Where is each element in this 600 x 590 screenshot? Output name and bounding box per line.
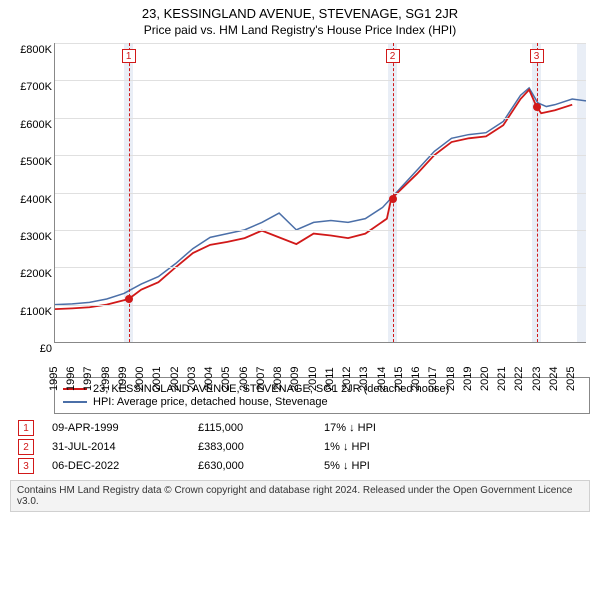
gridline [55, 267, 586, 268]
legend-label: HPI: Average price, detached house, Stev… [93, 396, 328, 408]
x-tick-label: 2013 [358, 367, 370, 391]
x-tick-label: 2025 [565, 367, 577, 391]
x-tick-label: 2010 [307, 367, 319, 391]
x-tick-label: 2022 [513, 367, 525, 391]
gridline [55, 305, 586, 306]
x-tick-label: 1996 [65, 367, 77, 391]
attribution-footer: Contains HM Land Registry data © Crown c… [10, 480, 590, 512]
event-row-marker: 3 [18, 458, 34, 474]
event-dot [125, 295, 133, 303]
y-tick-label: £800K [20, 44, 52, 56]
events-table: 1 09-APR-1999 £115,000 17% ↓ HPI 2 31-JUL-201… [18, 420, 590, 474]
y-tick-label: £700K [20, 81, 52, 93]
gridline [55, 230, 586, 231]
x-tick-label: 2008 [272, 367, 284, 391]
x-tick-label: 2018 [445, 367, 457, 391]
chart-title: 23, KESSINGLAND AVENUE, STEVENAGE, SG1 2… [10, 6, 590, 21]
gridline [55, 155, 586, 156]
x-tick-label: 2017 [427, 367, 439, 391]
event-price: £630,000 [198, 460, 318, 472]
y-axis: £0£100K£200K£300K£400K£500K£600K£700K£80… [10, 43, 54, 343]
x-tick-label: 2015 [393, 367, 405, 391]
x-tick-label: 1999 [117, 367, 129, 391]
x-tick-label: 2004 [203, 367, 215, 391]
x-tick-label: 2006 [238, 367, 250, 391]
x-tick-label: 2020 [479, 367, 491, 391]
x-tick-label: 2019 [462, 367, 474, 391]
series-price_paid [55, 90, 572, 309]
event-price: £383,000 [198, 441, 318, 453]
x-tick-label: 2016 [410, 367, 422, 391]
x-tick-label: 2009 [289, 367, 301, 391]
event-price: £115,000 [198, 422, 318, 434]
chart-area: £0 £100K £200K £300K £400K £500K £600K £700K £80… [10, 43, 590, 373]
x-tick-label: 2002 [169, 367, 181, 391]
event-row-marker: 1 [18, 420, 34, 436]
y-tick-label: £500K [20, 156, 52, 168]
y-tick-label: £0 [40, 343, 52, 355]
event-row-marker: 2 [18, 439, 34, 455]
event-dashline [393, 43, 394, 342]
legend-swatch [63, 401, 87, 403]
event-marker-box: 2 [386, 49, 400, 63]
x-tick-label: 1998 [100, 367, 112, 391]
event-delta: 1% ↓ HPI [324, 441, 444, 453]
gridline [55, 43, 586, 44]
x-tick-label: 2012 [341, 367, 353, 391]
event-row: 2 31-JUL-2014 £383,000 1% ↓ HPI [18, 439, 590, 455]
x-tick-label: 2011 [324, 367, 336, 391]
gridline [55, 118, 586, 119]
event-row: 1 09-APR-1999 £115,000 17% ↓ HPI [18, 420, 590, 436]
x-tick-label: 1995 [48, 367, 60, 391]
event-dot [533, 103, 541, 111]
x-tick-label: 2001 [151, 367, 163, 391]
event-marker-box: 1 [122, 49, 136, 63]
event-marker-box: 3 [530, 49, 544, 63]
y-tick-label: £400K [20, 194, 52, 206]
event-row: 3 06-DEC-2022 £630,000 5% ↓ HPI [18, 458, 590, 474]
event-dashline [537, 43, 538, 342]
x-tick-label: 2003 [186, 367, 198, 391]
x-tick-label: 1997 [82, 367, 94, 391]
x-tick-label: 2000 [134, 367, 146, 391]
y-tick-label: £600K [20, 119, 52, 131]
x-tick-label: 2021 [496, 367, 508, 391]
event-date: 31-JUL-2014 [52, 441, 192, 453]
x-axis: 1995199619971998199920002001200220032004… [54, 343, 586, 373]
y-tick-label: £300K [20, 231, 52, 243]
plot-region: 1 2 3 [54, 43, 586, 343]
x-tick-label: 2005 [220, 367, 232, 391]
legend-row: HPI: Average price, detached house, Stev… [63, 396, 581, 408]
chart-subtitle: Price paid vs. HM Land Registry's House … [10, 23, 590, 37]
event-date: 06-DEC-2022 [52, 460, 192, 472]
x-tick-label: 2014 [376, 367, 388, 391]
event-delta: 17% ↓ HPI [324, 422, 444, 434]
x-tick-label: 2024 [548, 367, 560, 391]
x-tick-label: 2023 [531, 367, 543, 391]
y-tick-label: £200K [20, 268, 52, 280]
x-tick-label: 2007 [255, 367, 267, 391]
event-date: 09-APR-1999 [52, 422, 192, 434]
event-dot [389, 195, 397, 203]
event-delta: 5% ↓ HPI [324, 460, 444, 472]
gridline [55, 80, 586, 81]
gridline [55, 193, 586, 194]
y-tick-label: £100K [20, 306, 52, 318]
